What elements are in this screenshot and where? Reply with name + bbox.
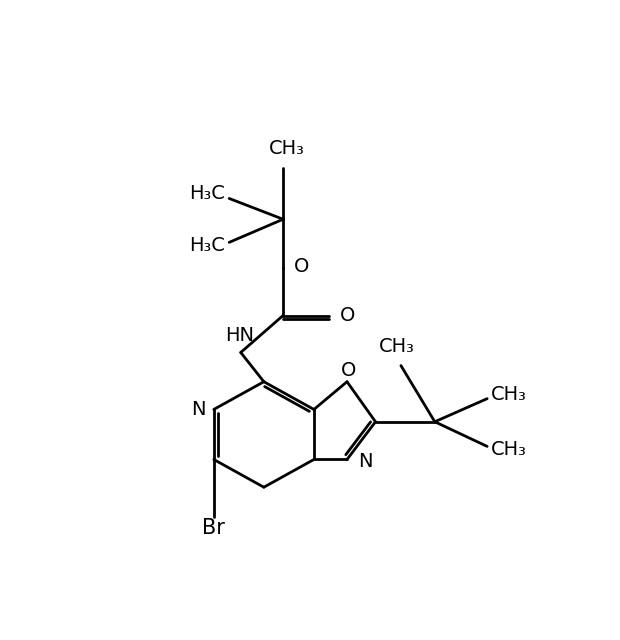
Text: H₃C: H₃C [190,184,225,204]
Text: CH₃: CH₃ [269,140,305,159]
Text: N: N [358,452,372,470]
Text: CH₃: CH₃ [491,385,527,404]
Text: CH₃: CH₃ [379,337,415,356]
Text: O: O [294,257,309,276]
Text: HN: HN [224,326,254,345]
Text: CH₃: CH₃ [491,440,527,459]
Text: N: N [192,400,206,419]
Text: Br: Br [202,518,225,538]
Text: O: O [340,306,355,325]
Text: H₃C: H₃C [190,236,225,255]
Text: O: O [341,361,356,380]
